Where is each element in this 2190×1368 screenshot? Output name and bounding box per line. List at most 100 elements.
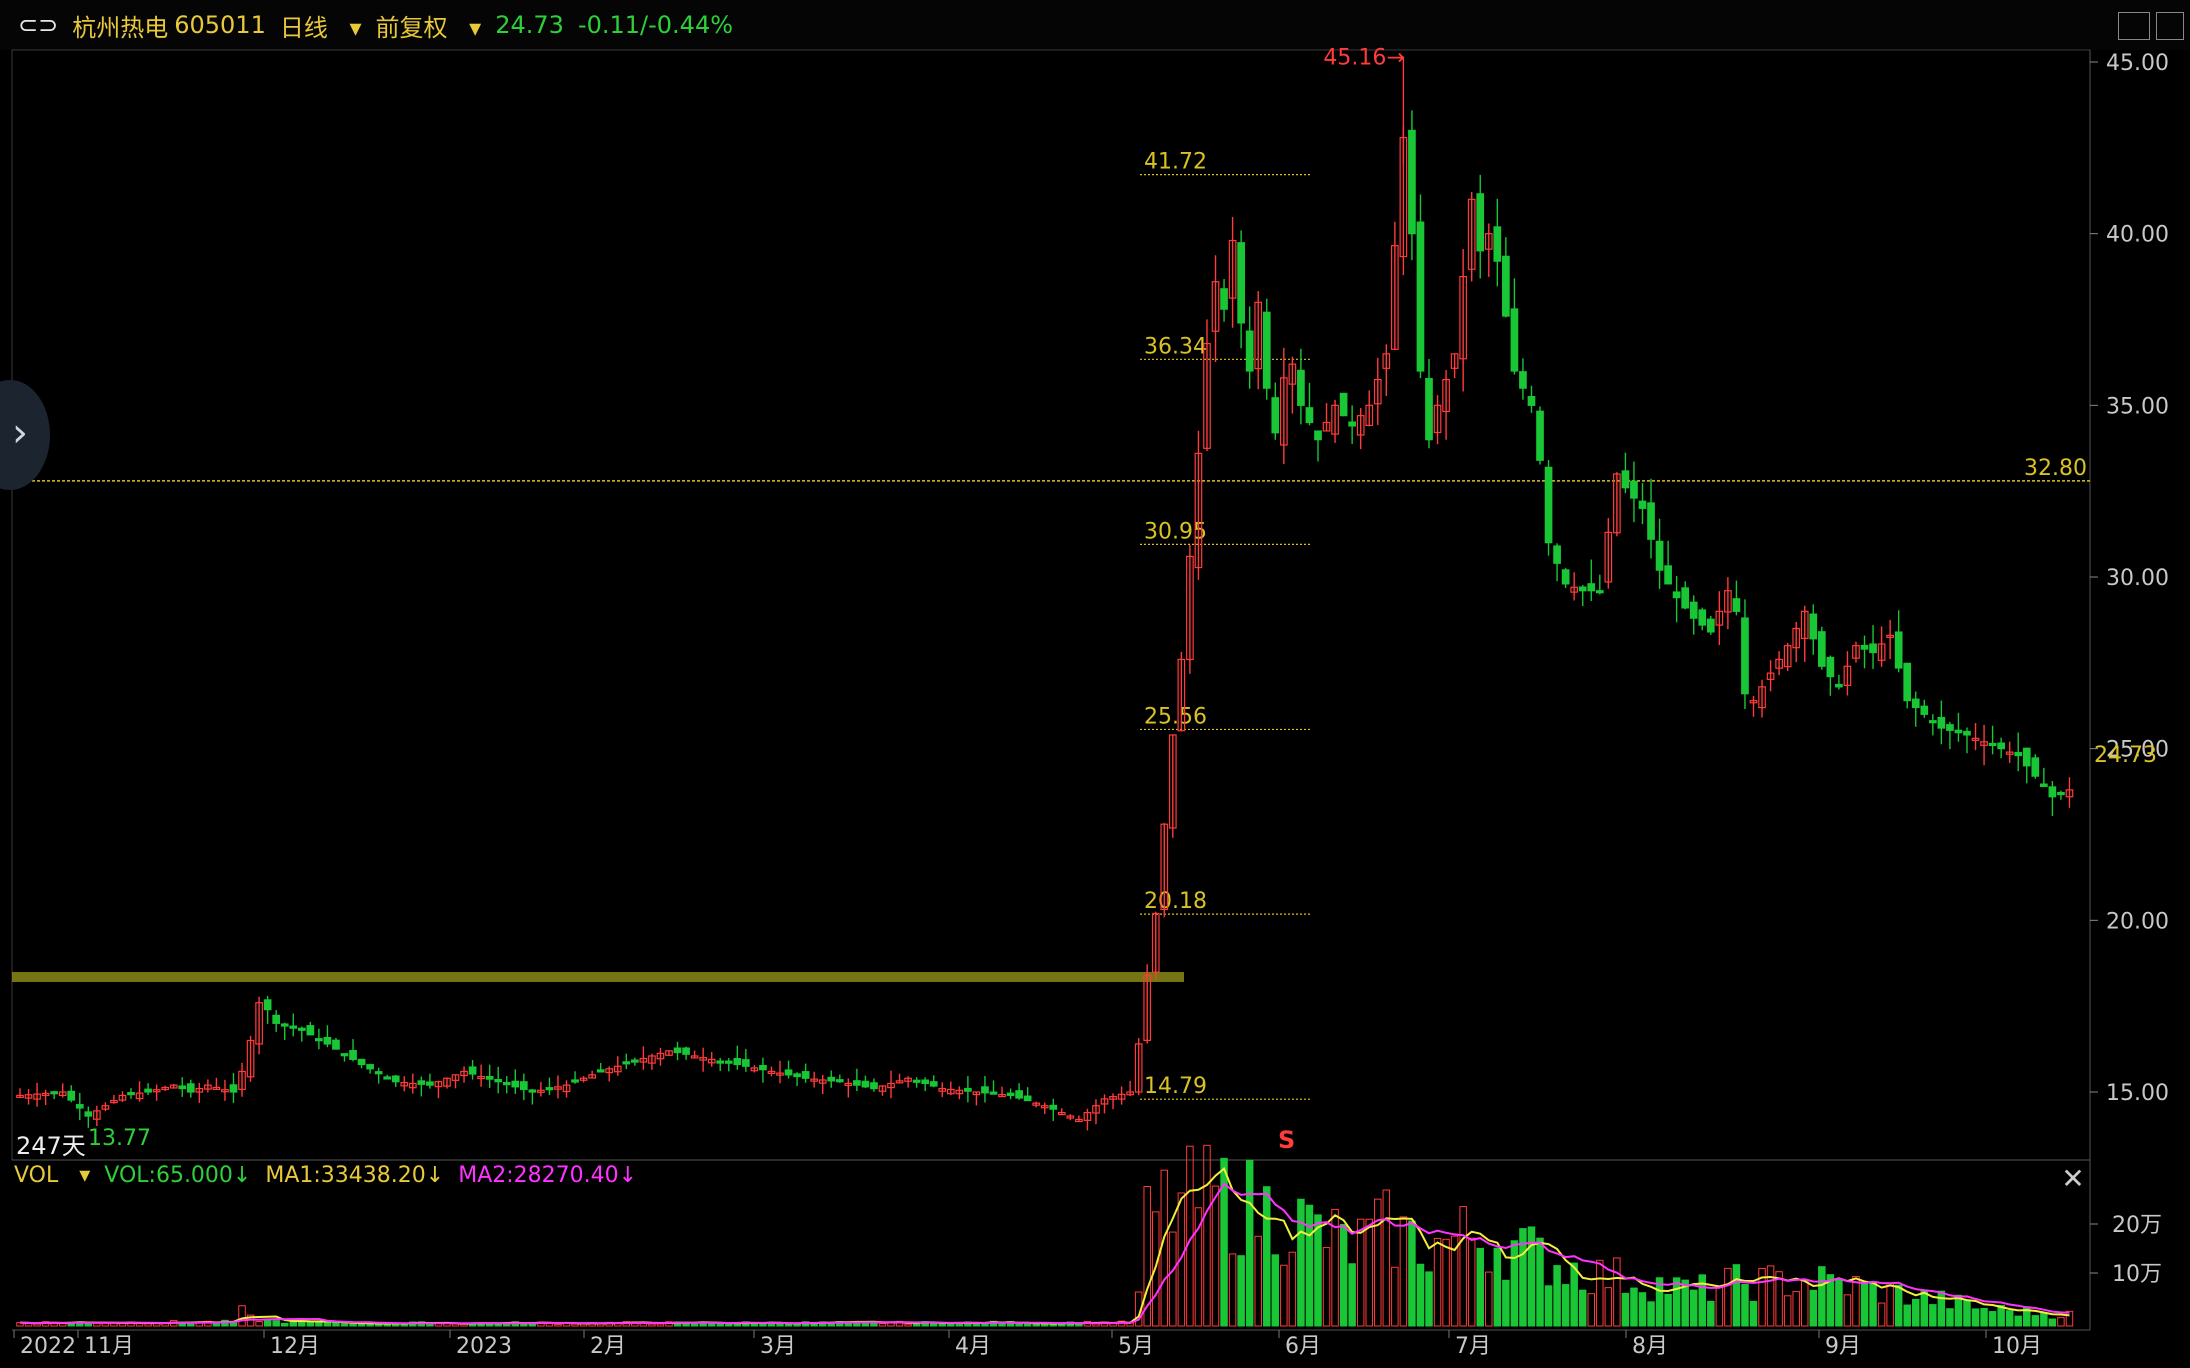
candle-body — [1049, 1104, 1058, 1110]
volume-bar — [1365, 1218, 1373, 1327]
volume-bar — [1561, 1284, 1570, 1327]
volume-bar — [981, 1323, 989, 1327]
volume-bar — [1946, 1308, 1954, 1327]
x-tick-label: 9月 — [1825, 1334, 1861, 1359]
volume-bar — [648, 1323, 656, 1327]
candle-body — [844, 1082, 853, 1087]
candle-body — [2022, 747, 2031, 767]
x-tick-label: 2023 — [456, 1334, 512, 1359]
candle-body — [408, 1082, 417, 1089]
volume-bar — [1263, 1186, 1271, 1327]
candle-body — [1271, 397, 1280, 434]
volume-bar — [1886, 1283, 1894, 1327]
candle-body — [1100, 1098, 1109, 1105]
candle-body — [135, 1092, 144, 1100]
volume-bar — [1356, 1218, 1365, 1327]
adjust-select[interactable]: 前复权 ▾ — [375, 13, 482, 42]
volume-bar — [2057, 1317, 2065, 1327]
x-tick-label: 10月 — [1992, 1334, 2042, 1359]
candle-body — [1493, 226, 1502, 262]
candle-body — [1570, 586, 1579, 593]
volume-bar — [1143, 1186, 1151, 1327]
vol-indicator-select[interactable]: VOL ▾ — [14, 1162, 91, 1188]
volume-bar — [1689, 1289, 1698, 1327]
last-price-label: 24.73 — [2094, 743, 2157, 768]
volume-bar — [1570, 1262, 1578, 1327]
header-bar: ⊂⊃ 杭州热电 605011 日线 ▾ 前复权 ▾ 24.73 -0.11/-0… — [0, 0, 2190, 50]
window-icon[interactable] — [2156, 12, 2184, 40]
volume-bar — [1613, 1257, 1621, 1327]
volume-bar — [1314, 1214, 1322, 1327]
candle-body — [1006, 1092, 1015, 1097]
y-tick-label: 25.00 — [2106, 738, 2169, 763]
low-price-label: 13.77 — [88, 1126, 151, 1151]
candle-body — [656, 1052, 665, 1060]
candle-body — [853, 1080, 861, 1086]
volume-bar — [1843, 1294, 1852, 1327]
candle-body — [759, 1064, 767, 1071]
candle-body — [289, 1025, 298, 1029]
candle-body — [1143, 974, 1152, 1041]
volume-bar — [280, 1322, 289, 1327]
candle-body — [229, 1084, 238, 1093]
y-tick-label: 45.00 — [2106, 51, 2169, 76]
candle-body — [1954, 729, 1963, 734]
candle-body — [1852, 645, 1860, 659]
candle-body — [110, 1099, 118, 1104]
candle-body — [989, 1091, 998, 1095]
candle-body — [1604, 531, 1613, 583]
candle-body — [169, 1084, 178, 1089]
candle-body — [443, 1077, 451, 1087]
candle-body — [1348, 421, 1356, 427]
link-icon[interactable]: ⊂⊃ — [18, 11, 59, 39]
volume-bar — [1903, 1304, 1911, 1327]
layout-icon[interactable] — [2118, 12, 2150, 40]
candle-body — [1980, 741, 1988, 746]
volume-bar — [1715, 1285, 1724, 1327]
x-tick-label: 5月 — [1118, 1334, 1154, 1359]
volume-bar — [1339, 1223, 1348, 1327]
volume-bar — [1758, 1267, 1766, 1327]
close-icon[interactable]: ✕ — [2061, 1162, 2085, 1195]
candle-body — [1724, 590, 1732, 613]
volume-header: VOL ▾ VOL:65.000↓ MA1:33438.20↓ MA2:2827… — [14, 1160, 651, 1190]
candle-body — [1126, 1091, 1134, 1096]
candle-body — [673, 1047, 682, 1054]
candle-body — [204, 1084, 212, 1090]
candle-body — [50, 1091, 59, 1095]
volume-bar — [1698, 1274, 1707, 1327]
candle-body — [682, 1047, 690, 1055]
candle-body — [1681, 587, 1690, 609]
candle-body — [152, 1089, 161, 1093]
candle-body — [639, 1057, 648, 1063]
candle-body — [315, 1038, 323, 1042]
candle-body — [1314, 430, 1322, 441]
volume-bar — [1766, 1265, 1775, 1327]
candle-body — [1732, 598, 1741, 612]
volume-bar — [1997, 1304, 2005, 1327]
candle-body — [460, 1070, 468, 1077]
volume-bar — [1647, 1301, 1655, 1327]
candle-body — [1425, 377, 1433, 441]
candle-body — [494, 1078, 503, 1083]
chevron-right-icon[interactable]: › — [12, 410, 28, 456]
volume-bar — [1092, 1323, 1100, 1327]
candle-body — [306, 1025, 315, 1036]
candle-body — [1023, 1095, 1032, 1102]
fib-level-label: 25.56 — [1144, 704, 1207, 729]
volume-bar — [1971, 1308, 1980, 1327]
candle-body — [1869, 643, 1877, 654]
ma1-value: MA1:33438.20↓ — [265, 1162, 445, 1188]
volume-bar — [1331, 1208, 1339, 1327]
candle-body — [1237, 242, 1245, 324]
volume-bar — [1578, 1289, 1587, 1327]
volume-bar — [1553, 1265, 1561, 1327]
candle-body — [946, 1088, 955, 1095]
period-select[interactable]: 日线 ▾ — [279, 13, 362, 42]
candle-body — [1134, 1043, 1143, 1093]
volume-bar — [2031, 1315, 2040, 1327]
volume-bar — [1220, 1157, 1228, 1327]
candle-body — [733, 1058, 742, 1066]
volume-bar — [1860, 1281, 1869, 1327]
volume-bar — [1621, 1292, 1630, 1327]
